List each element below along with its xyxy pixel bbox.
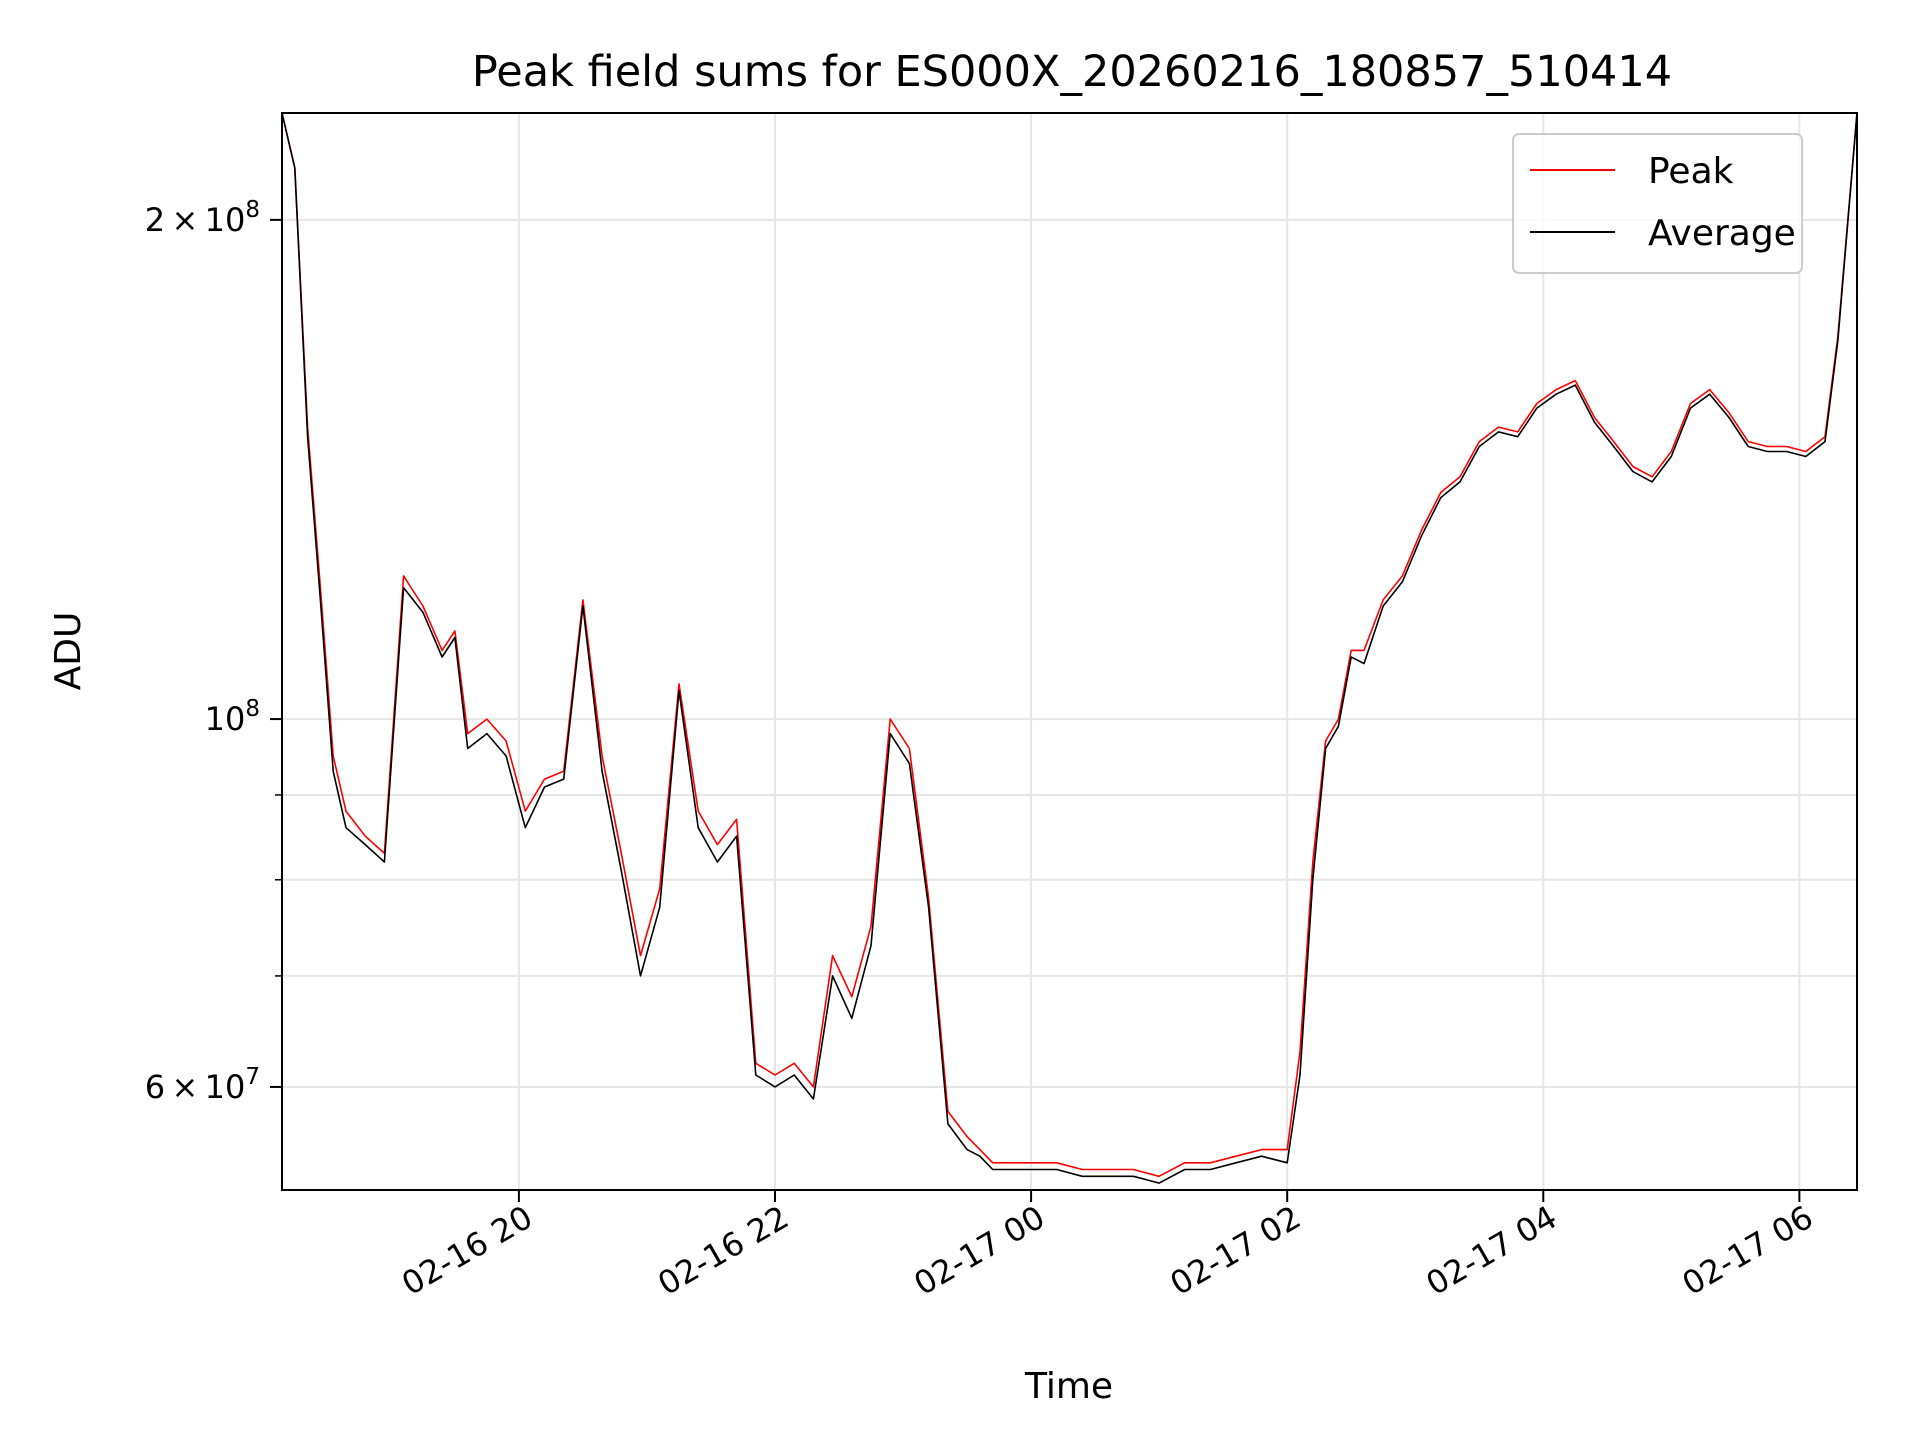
series-layer <box>282 113 1857 1184</box>
y-tick-label: 108 <box>205 696 260 738</box>
chart-title: Peak field sums for ES000X_20260216_1808… <box>472 47 1672 97</box>
legend-peak-label: Peak <box>1648 151 1734 192</box>
legend: Peak Average <box>1512 133 1803 274</box>
plot-frame <box>281 112 1858 1191</box>
y-tick-label: 6 × 107 <box>145 1064 260 1106</box>
series-line-average <box>282 113 1857 1184</box>
y-axis-label: ADU <box>48 612 89 691</box>
y-axis: 6 × 107 108 2 × 108 <box>145 197 282 1106</box>
x-axis-label: Time <box>1024 1366 1113 1407</box>
legend-average-label: Average <box>1648 213 1796 254</box>
grid <box>282 113 1857 1190</box>
series-line-peak <box>282 113 1857 1178</box>
legend-frame <box>1512 133 1803 274</box>
y-tick-label: 2 × 108 <box>145 197 260 239</box>
